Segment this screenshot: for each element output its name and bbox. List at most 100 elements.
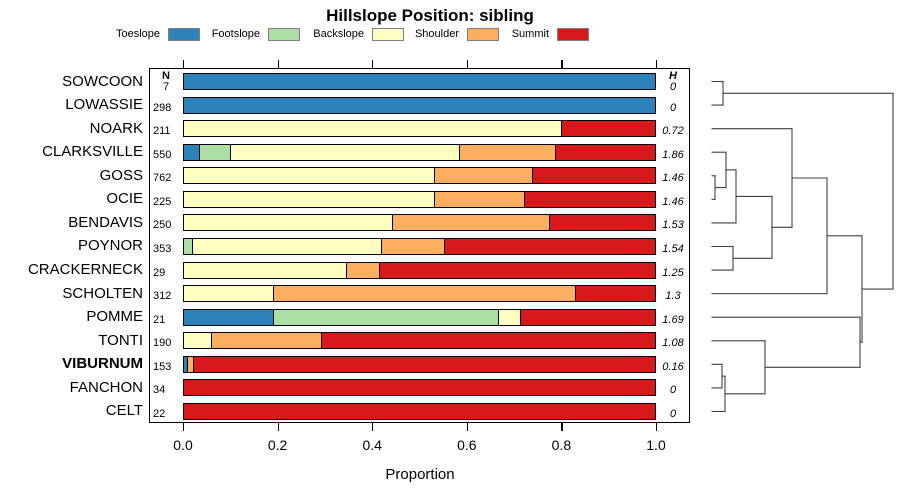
bar-segment-backslope bbox=[184, 168, 435, 184]
stacked-bar-fanchon bbox=[183, 379, 656, 397]
bar-segment-summit bbox=[193, 356, 655, 372]
x-tick-label-0.2: 0.2 bbox=[267, 437, 288, 453]
n-value-ocie: 225 bbox=[153, 195, 172, 208]
legend-swatch-footslope bbox=[268, 28, 300, 41]
bar-segment-shoulder bbox=[346, 262, 379, 278]
h-value-bendavis: 1.53 bbox=[662, 219, 684, 232]
n-value-bendavis: 250 bbox=[153, 219, 172, 232]
stacked-bar-clarksville bbox=[183, 143, 656, 161]
h-value-crackerneck: 1.25 bbox=[662, 266, 684, 279]
bar-segment-shoulder bbox=[434, 168, 533, 184]
n-value-poynor: 353 bbox=[153, 242, 172, 255]
legend-label-summit: Summit bbox=[511, 28, 549, 40]
x-tick-top-0.6 bbox=[466, 60, 469, 68]
n-value-clarksville: 550 bbox=[153, 148, 172, 161]
series-label-celt: CELT bbox=[105, 402, 143, 420]
stacked-bar-tonti bbox=[183, 332, 656, 350]
bar-segment-backslope bbox=[184, 121, 561, 137]
legend-label-toeslope: Toeslope bbox=[115, 28, 160, 40]
bar-segment-summit bbox=[184, 403, 655, 419]
bar-segment-summit bbox=[532, 168, 655, 184]
h-value-tonti: 1.08 bbox=[662, 337, 684, 350]
bar-segment-footslope bbox=[273, 309, 498, 325]
h-value-goss: 1.46 bbox=[662, 172, 684, 185]
n-value-noark: 211 bbox=[153, 125, 171, 138]
bar-segment-footslope bbox=[198, 144, 231, 160]
h-value-ocie: 1.46 bbox=[662, 195, 684, 208]
series-label-viburnum: VIBURNUM bbox=[62, 355, 143, 373]
n-value-pomme: 21 bbox=[153, 313, 166, 326]
bar-segment-toeslope bbox=[184, 97, 655, 113]
stacked-bar-ocie bbox=[183, 190, 656, 208]
stacked-bar-celt bbox=[183, 402, 656, 420]
legend-label-footslope: Footslope bbox=[211, 28, 260, 40]
h-value-fanchon: 0 bbox=[669, 384, 677, 397]
series-label-fanchon: FANCHON bbox=[69, 378, 143, 396]
legend-swatch-backslope bbox=[372, 28, 404, 41]
x-tick-bottom-0.4 bbox=[372, 423, 374, 431]
bar-segment-summit bbox=[560, 121, 655, 137]
x-tick-label-0.8: 0.8 bbox=[551, 437, 572, 453]
legend-swatch-toeslope bbox=[168, 28, 200, 41]
bar-segment-shoulder bbox=[433, 191, 525, 207]
series-label-scholten: SCHOLTEN bbox=[62, 284, 143, 302]
n-value-crackerneck: 29 bbox=[153, 266, 166, 279]
x-tick-bottom-0.2 bbox=[277, 423, 279, 431]
legend-swatch-shoulder bbox=[467, 28, 499, 41]
legend-swatch-summit bbox=[557, 28, 589, 41]
stacked-bar-lowassie bbox=[183, 96, 656, 114]
bar-segment-toeslope bbox=[184, 74, 655, 89]
series-label-crackerneck: CRACKERNECK bbox=[27, 261, 143, 279]
x-tick-bottom-0.8 bbox=[561, 423, 563, 431]
stacked-bar-poynor bbox=[183, 237, 656, 255]
bar-segment-toeslope bbox=[184, 356, 188, 372]
bar-segment-backslope bbox=[192, 238, 381, 254]
bar-segment-backslope bbox=[184, 191, 434, 207]
bar-segment-summit bbox=[184, 380, 655, 396]
bar-segment-summit bbox=[378, 262, 655, 278]
h-value-sowcoon: 0 bbox=[669, 81, 677, 93]
x-tick-label-0.4: 0.4 bbox=[362, 437, 382, 453]
n-value-sowcoon: 7 bbox=[162, 81, 170, 93]
h-value-viburnum: 0.16 bbox=[662, 360, 684, 373]
chart-title: Hillslope Position: sibling bbox=[326, 6, 534, 25]
series-label-clarksville: CLARKSVILLE bbox=[42, 143, 143, 161]
stacked-bar-goss bbox=[183, 167, 656, 185]
h-value-clarksville: 1.86 bbox=[662, 148, 684, 161]
n-value-viburnum: 153 bbox=[153, 360, 172, 373]
x-tick-bottom-0.6 bbox=[466, 423, 469, 431]
x-tick-label-0.6: 0.6 bbox=[457, 437, 477, 453]
n-value-scholten: 312 bbox=[153, 290, 172, 303]
x-tick-label-0.0: 0.0 bbox=[173, 437, 193, 453]
bar-segment-shoulder bbox=[187, 356, 194, 372]
series-label-sowcoon: SOWCOON bbox=[62, 72, 143, 90]
bar-segment-backslope bbox=[184, 215, 392, 231]
h-column-header: H bbox=[669, 70, 677, 82]
n-value-lowassie: 298 bbox=[153, 101, 172, 114]
x-tick-bottom-0.0 bbox=[183, 423, 185, 431]
bar-segment-shoulder bbox=[273, 286, 576, 302]
bar-segment-backslope bbox=[497, 309, 521, 325]
bar-segment-backslope bbox=[184, 262, 347, 278]
bar-segment-toeslope bbox=[184, 144, 199, 160]
series-label-poynor: POYNOR bbox=[77, 237, 143, 255]
h-value-lowassie: 0 bbox=[669, 101, 677, 114]
n-value-celt: 22 bbox=[153, 407, 166, 420]
legend-label-backslope: Backslope bbox=[313, 28, 364, 40]
series-label-bendavis: BENDAVIS bbox=[68, 213, 143, 231]
x-tick-bottom-1.0 bbox=[656, 423, 658, 431]
bar-segment-shoulder bbox=[458, 144, 555, 160]
bar-segment-summit bbox=[444, 238, 655, 254]
bar-segment-toeslope bbox=[184, 309, 274, 325]
h-value-pomme: 1.69 bbox=[662, 313, 684, 326]
bar-segment-summit bbox=[554, 144, 655, 160]
series-label-ocie: OCIE bbox=[106, 190, 143, 208]
h-value-poynor: 1.54 bbox=[662, 242, 684, 255]
h-value-scholten: 1.3 bbox=[665, 290, 681, 303]
bar-segment-shoulder bbox=[380, 238, 445, 254]
h-value-celt: 0 bbox=[669, 407, 677, 420]
legend-label-shoulder: Shoulder bbox=[414, 28, 459, 40]
bar-segment-summit bbox=[575, 286, 655, 302]
